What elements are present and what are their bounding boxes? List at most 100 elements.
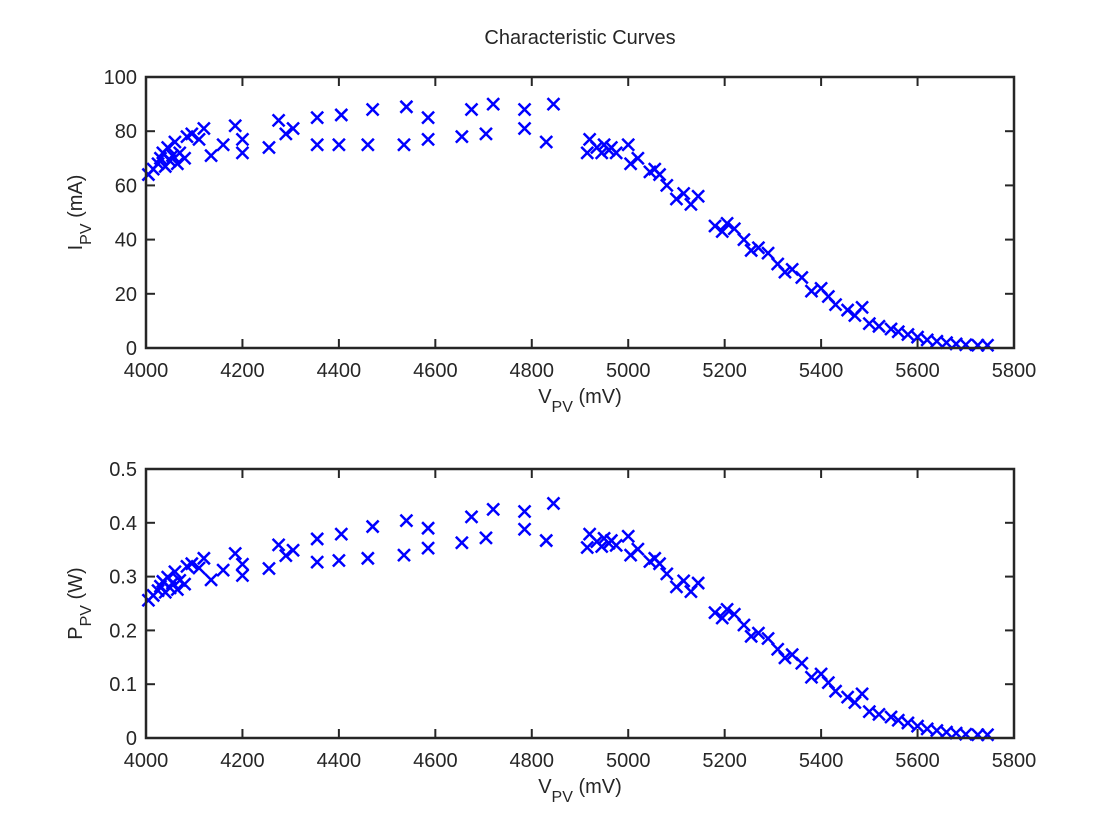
- point: [669, 192, 684, 206]
- y-tick-label: 0: [126, 338, 137, 360]
- x-tick-label: 4400: [317, 360, 362, 382]
- x-tick-label: 5000: [606, 360, 651, 382]
- point: [310, 137, 325, 152]
- point: [691, 576, 706, 590]
- point: [204, 572, 218, 587]
- point: [623, 156, 638, 171]
- point: [708, 219, 722, 233]
- point: [737, 232, 751, 247]
- point: [421, 521, 435, 536]
- point: [397, 137, 411, 152]
- point: [235, 557, 250, 572]
- point: [539, 533, 554, 548]
- x-axis-label-main: V: [538, 776, 552, 798]
- x-tick-label: 4600: [413, 360, 458, 382]
- point: [804, 670, 819, 685]
- point: [310, 532, 325, 546]
- point: [184, 556, 199, 571]
- point: [901, 716, 915, 730]
- y-axis-label-rest: (W): [65, 567, 87, 605]
- point: [727, 221, 742, 236]
- point: [228, 546, 243, 561]
- point: [652, 556, 667, 571]
- point: [630, 151, 645, 166]
- point: [177, 151, 192, 166]
- x-axis-label-rest: (mV): [573, 386, 622, 408]
- y-tick-label: 0: [126, 728, 137, 750]
- point: [486, 502, 501, 517]
- point: [594, 145, 609, 160]
- point: [517, 121, 532, 136]
- point: [271, 113, 286, 128]
- point: [884, 710, 898, 724]
- point: [421, 541, 435, 555]
- point: [621, 529, 636, 544]
- point: [761, 631, 775, 646]
- point: [580, 145, 595, 160]
- point: [761, 246, 775, 261]
- x-axis-label: VPV (mV): [538, 776, 622, 806]
- point: [332, 553, 346, 568]
- point: [828, 684, 843, 699]
- axes-box: [144, 75, 1016, 350]
- point: [751, 626, 766, 640]
- y-tick-label: 0.1: [109, 674, 137, 696]
- point: [360, 551, 375, 566]
- point: [840, 690, 855, 704]
- point: [872, 707, 886, 722]
- point: [720, 216, 734, 231]
- point: [454, 129, 469, 144]
- y-axis-label-main: I: [65, 245, 87, 251]
- point: [872, 319, 886, 334]
- point: [365, 102, 380, 117]
- point: [486, 97, 501, 111]
- point: [862, 316, 877, 331]
- x-tick-label: 4800: [510, 750, 555, 772]
- point: [286, 543, 300, 558]
- point: [910, 330, 925, 345]
- point: [454, 535, 469, 550]
- point: [737, 618, 751, 632]
- point: [652, 167, 667, 182]
- point: [517, 102, 532, 117]
- x-tick-label: 5200: [702, 750, 747, 772]
- point: [192, 561, 206, 575]
- x-axis-label-rest: (mV): [573, 776, 622, 798]
- point: [332, 137, 346, 152]
- point: [910, 719, 925, 734]
- point: [676, 186, 691, 201]
- x-tick-label: 5600: [895, 750, 940, 772]
- point: [804, 284, 819, 298]
- point: [184, 127, 199, 141]
- point: [310, 110, 325, 125]
- y-tick-label: 20: [115, 284, 137, 306]
- point: [196, 121, 211, 136]
- axes-box: [144, 467, 1016, 740]
- point: [168, 564, 182, 579]
- x-axis-label-sub: PV: [552, 789, 574, 806]
- y-tick-label: 100: [104, 67, 137, 89]
- point: [228, 118, 243, 133]
- x-tick-label: 4600: [413, 750, 458, 772]
- point: [177, 577, 192, 592]
- point: [621, 137, 636, 152]
- y-tick-label: 60: [115, 175, 137, 197]
- point: [609, 538, 624, 553]
- point: [727, 607, 742, 622]
- point: [204, 148, 218, 163]
- point: [421, 132, 435, 147]
- point: [609, 145, 624, 160]
- y-tick-label: 0.5: [109, 459, 137, 481]
- x-axis-label: VPV (mV): [538, 386, 622, 416]
- x-tick-label: 4200: [220, 360, 265, 382]
- point: [278, 127, 293, 141]
- y-tick-label: 0.4: [109, 513, 137, 535]
- chart-title: Characteristic Curves: [484, 27, 675, 49]
- point: [659, 178, 674, 193]
- x-tick-label: 5200: [702, 360, 747, 382]
- point: [170, 156, 185, 171]
- point: [235, 145, 250, 160]
- point: [399, 99, 414, 114]
- y-tick-label: 0.3: [109, 567, 137, 589]
- point: [691, 189, 706, 204]
